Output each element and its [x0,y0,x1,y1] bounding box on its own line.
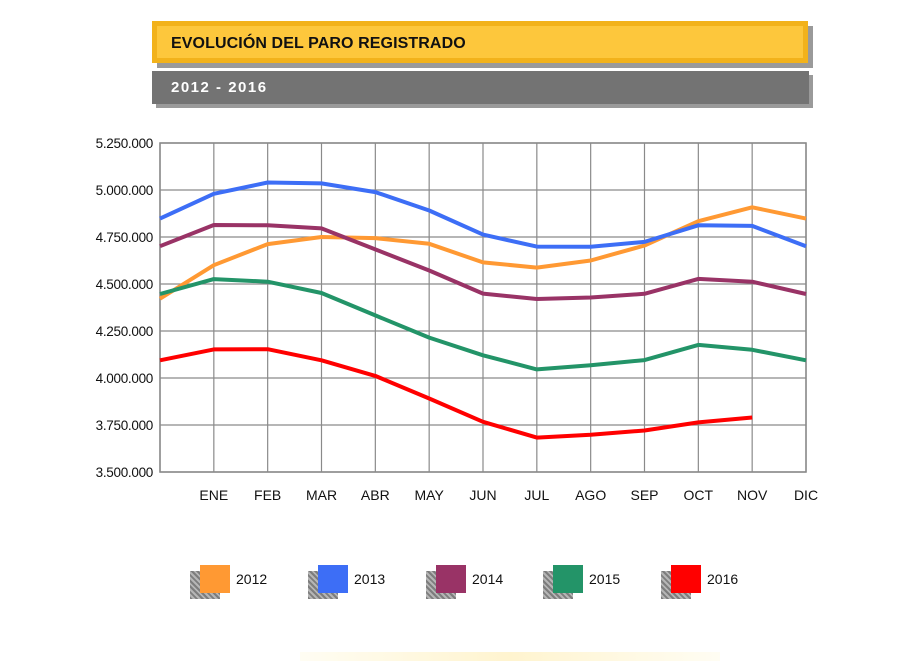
x-tick-label: NOV [737,487,768,503]
series-line-2015 [159,277,807,372]
series-line-2013 [159,180,807,249]
x-tick-label: JUL [524,487,549,503]
x-tick-label: FEB [254,487,281,503]
chart-title: EVOLUCIÓN DEL PARO REGISTRADO [152,21,808,63]
y-tick-label: 4.000.000 [96,371,153,386]
y-tick-label: 4.500.000 [96,277,153,292]
y-tick-label: 4.750.000 [96,230,153,245]
y-tick-label: 4.250.000 [96,324,153,339]
x-tick-label: JUN [469,487,496,503]
y-tick-label: 5.250.000 [96,136,153,151]
x-tick-label: SEP [630,487,658,503]
y-tick-label: 3.750.000 [96,418,153,433]
series-line-2016 [159,347,753,440]
series-line-2014 [159,223,807,301]
chart-subtitle: 2012 - 2016 [152,71,809,104]
x-tick-label: ENE [199,487,228,503]
series-lines [158,180,807,440]
y-tick-label: 5.000.000 [96,183,153,198]
series-line-2012 [158,205,807,301]
y-axis-labels: 3.500.000 3.750.000 4.000.000 4.250.000 4.50… [96,136,154,480]
x-tick-label: OCT [684,487,714,503]
x-axis-labels: ENE FEB MAR ABR MAY JUN JUL AGO SEP OCT NOV DIC [199,487,818,503]
bottom-decoration [300,652,720,661]
x-tick-label: AGO [575,487,606,503]
x-tick-label: ABR [361,487,390,503]
y-tick-label: 3.500.000 [96,465,153,480]
x-tick-label: DIC [794,487,818,503]
x-tick-label: MAY [415,487,445,503]
x-tick-label: MAR [306,487,337,503]
